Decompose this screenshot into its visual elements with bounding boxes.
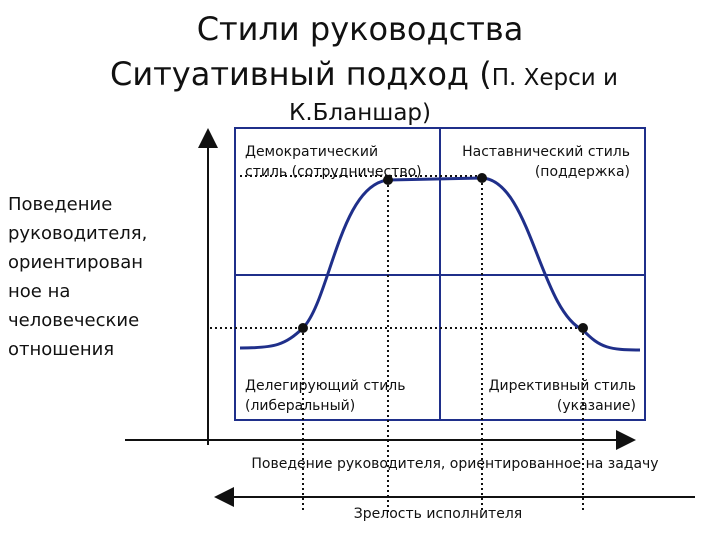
y-label-line: Поведение — [8, 194, 112, 215]
quadrant-label: Директивный стиль — [489, 378, 636, 394]
y-label-line: руководителя, — [8, 223, 147, 244]
axes — [125, 128, 695, 507]
y-label-line: человеческие — [8, 310, 139, 331]
quadrant-label: (либеральный) — [245, 398, 355, 414]
title-part: Ситуативный подход ( — [110, 55, 492, 93]
quadrant-label: Демократический — [245, 144, 378, 160]
quadrant-label: (указание) — [557, 398, 636, 414]
title-line: К.Бланшар) — [289, 100, 431, 126]
quadrant-label: Делегирующий стиль — [245, 378, 406, 394]
quadrant-label: стиль (сотрудничество) — [245, 164, 422, 180]
guides — [210, 175, 585, 512]
y-axis-label: Поведение руководителя, ориентирован ное… — [8, 194, 147, 360]
quadrant-label: (поддержка) — [535, 164, 630, 180]
title-part: П. Херси и — [492, 65, 618, 91]
y-label-line: ное на — [8, 281, 70, 302]
quadrant-grid — [234, 127, 646, 421]
x-axis-label: Поведение руководителя, ориентированное … — [251, 456, 658, 472]
maturity-label: Зрелость исполнителя — [354, 506, 522, 522]
quadrant-label: Наставнический стиль — [462, 144, 630, 160]
title-line: Стили руководства — [197, 10, 524, 48]
y-label-line: ориентирован — [8, 252, 143, 273]
y-label-line: отношения — [8, 339, 114, 360]
points — [298, 173, 588, 333]
title-line: Ситуативный подход (П. Херси и — [110, 55, 618, 93]
